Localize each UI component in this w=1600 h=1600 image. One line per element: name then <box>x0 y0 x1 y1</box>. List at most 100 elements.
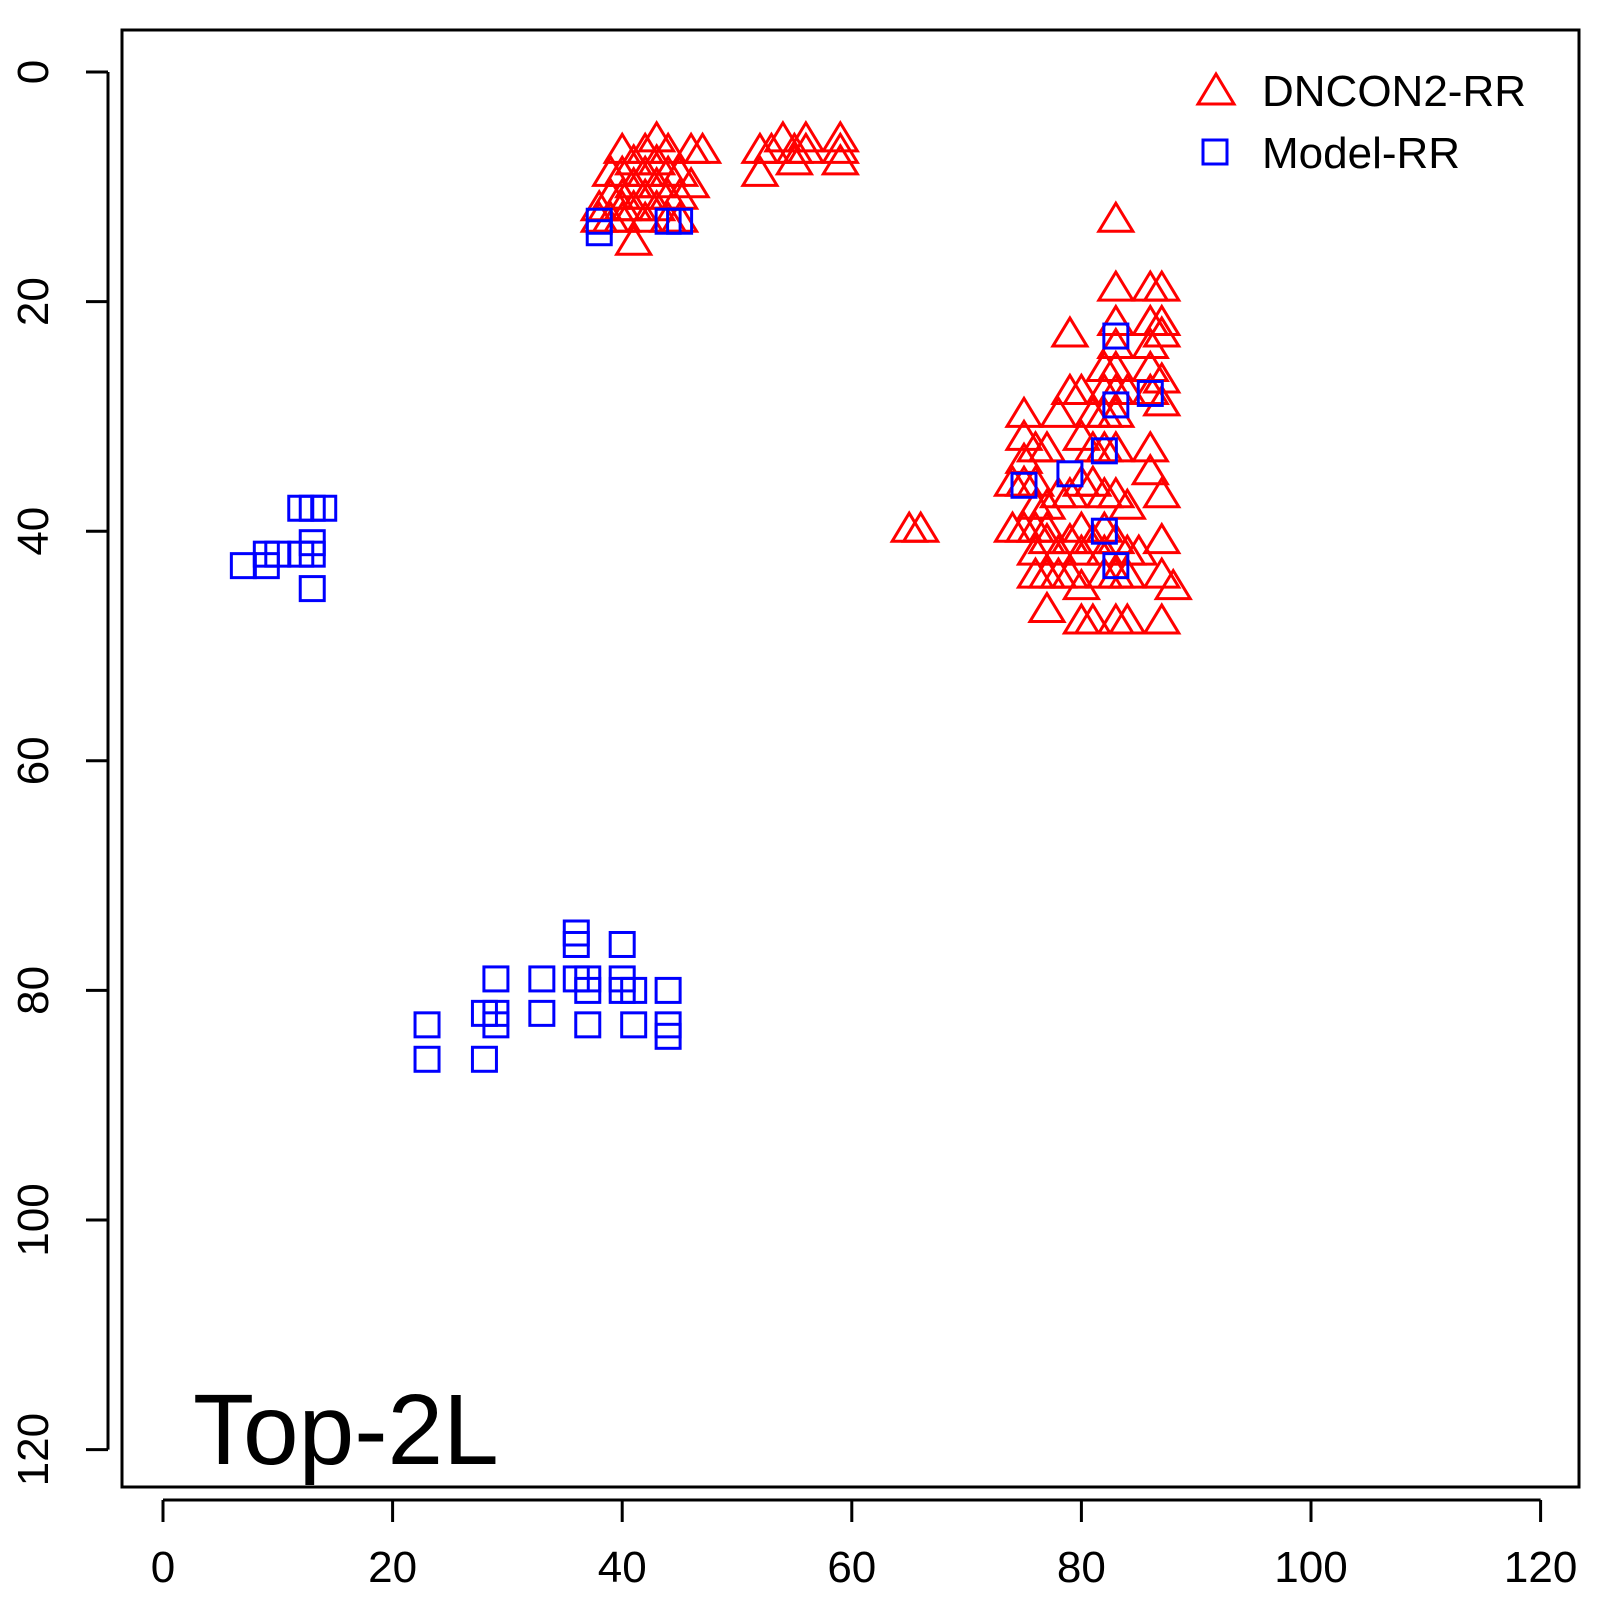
point-dncon2-rr <box>889 510 929 543</box>
point-model-rr <box>482 965 510 993</box>
point-dncon2-rr <box>1096 602 1136 635</box>
point-model-rr <box>654 976 682 1004</box>
point-dncon2-rr <box>786 131 826 164</box>
point-model-rr <box>310 494 338 522</box>
point-dncon2-rr <box>774 142 815 176</box>
y-tick-label: 0 <box>9 60 58 84</box>
point-model-rr <box>620 1011 648 1039</box>
point-dncon2-rr <box>648 131 688 164</box>
point-model-rr <box>1102 322 1130 350</box>
point-dncon2-rr <box>1142 384 1182 417</box>
point-dncon2-rr <box>1096 349 1136 382</box>
point-model-rr <box>528 965 556 993</box>
point-dncon2-rr <box>1130 452 1170 486</box>
point-model-rr <box>298 575 326 603</box>
point-dncon2-rr <box>1061 372 1102 405</box>
data-points <box>229 119 1193 1073</box>
point-dncon2-rr <box>682 131 723 164</box>
point-dncon2-rr <box>1004 395 1044 428</box>
point-dncon2-rr <box>901 510 941 543</box>
chart-annotation: Top-2L <box>193 1374 499 1486</box>
point-dncon2-rr <box>1107 602 1147 635</box>
point-model-rr <box>482 1011 510 1039</box>
point-dncon2-rr <box>1027 429 1067 463</box>
point-model-rr <box>413 1011 441 1039</box>
series-dncon2-rr <box>579 119 1193 635</box>
point-dncon2-rr <box>820 119 860 153</box>
point-dncon2-rr <box>1027 590 1067 624</box>
point-model-rr <box>1102 391 1130 419</box>
point-dncon2-rr <box>1061 533 1102 566</box>
point-model-rr <box>666 207 694 235</box>
plot-frame <box>120 28 1581 1489</box>
point-dncon2-rr <box>751 131 792 164</box>
point-dncon2-rr <box>1096 200 1136 233</box>
y-tick-label: 80 <box>9 966 58 1015</box>
point-model-rr <box>1136 379 1164 407</box>
legend-label-model-rr: Model-RR <box>1262 129 1460 178</box>
x-tick-label: 120 <box>1504 1543 1577 1592</box>
legend-label-dncon2-rr: DNCON2-RR <box>1262 67 1526 116</box>
point-dncon2-rr <box>1130 326 1170 360</box>
point-model-rr <box>654 1022 682 1050</box>
y-tick-label: 120 <box>9 1413 58 1486</box>
point-dncon2-rr <box>1142 303 1182 337</box>
point-dncon2-rr <box>1096 269 1136 302</box>
point-dncon2-rr <box>1142 315 1182 348</box>
point-dncon2-rr <box>1038 395 1079 428</box>
point-model-rr <box>229 552 257 580</box>
point-model-rr <box>1010 471 1038 499</box>
point-model-rr <box>608 930 636 958</box>
point-dncon2-rr <box>1142 269 1182 302</box>
point-dncon2-rr <box>1142 475 1182 509</box>
point-dncon2-rr <box>740 154 780 187</box>
point-model-rr <box>413 1045 441 1073</box>
point-dncon2-rr <box>1130 269 1170 302</box>
y-axis: 0 20 40 60 80 100 120 <box>9 60 110 1486</box>
legend-square-marker <box>1201 138 1229 166</box>
point-model-rr <box>585 219 613 247</box>
point-dncon2-rr <box>1096 326 1136 360</box>
point-dncon2-rr <box>614 223 654 256</box>
y-tick-label: 20 <box>9 277 58 326</box>
point-dncon2-rr <box>1015 533 1056 566</box>
x-tick-label: 80 <box>1057 1543 1106 1592</box>
point-model-rr <box>574 976 602 1004</box>
point-model-rr <box>470 1045 498 1073</box>
point-dncon2-rr <box>1142 602 1182 635</box>
point-model-rr <box>1090 517 1118 545</box>
point-dncon2-rr <box>1073 602 1113 635</box>
point-model-rr <box>574 1011 602 1039</box>
point-dncon2-rr <box>1107 556 1147 589</box>
x-tick-label: 100 <box>1274 1543 1347 1592</box>
point-dncon2-rr <box>1142 521 1182 555</box>
point-dncon2-rr <box>1061 602 1102 635</box>
x-tick-label: 20 <box>368 1543 417 1592</box>
point-dncon2-rr <box>1050 315 1090 348</box>
point-dncon2-rr <box>820 142 860 176</box>
point-dncon2-rr <box>625 200 665 233</box>
point-dncon2-rr <box>602 200 642 233</box>
y-tick-label: 60 <box>9 736 58 785</box>
point-dncon2-rr <box>1153 567 1193 601</box>
legend: DNCON2-RR Model-RR <box>1195 67 1526 178</box>
point-dncon2-rr <box>1130 429 1170 463</box>
y-tick-label: 40 <box>9 507 58 556</box>
point-dncon2-rr <box>671 165 711 199</box>
point-dncon2-rr <box>1107 487 1147 520</box>
series-model-rr <box>229 207 1164 1073</box>
y-tick-label: 100 <box>9 1183 58 1256</box>
point-model-rr <box>528 999 556 1027</box>
point-dncon2-rr <box>1096 395 1136 428</box>
x-axis: 0 20 40 60 80 100 120 <box>151 1498 1577 1592</box>
point-dncon2-rr <box>1096 303 1136 337</box>
point-model-rr <box>562 930 590 958</box>
x-tick-label: 0 <box>151 1543 175 1592</box>
point-dncon2-rr <box>786 119 826 153</box>
point-model-rr <box>1056 460 1084 488</box>
x-tick-label: 60 <box>827 1543 876 1592</box>
point-model-rr <box>1102 552 1130 580</box>
x-tick-label: 40 <box>598 1543 647 1592</box>
point-model-rr <box>1090 437 1118 465</box>
